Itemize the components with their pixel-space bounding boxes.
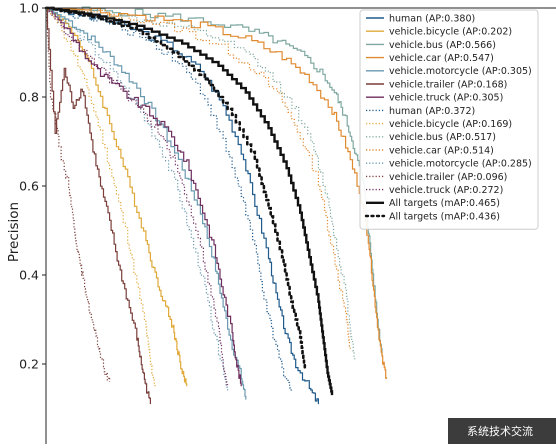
watermark: 系统技术交流 [448, 418, 556, 444]
series-line-11 [46, 7, 229, 391]
legend-entry-label: human (AP:0.372) [389, 106, 475, 117]
series-line-13 [46, 7, 229, 387]
series-line-2 [46, 6, 383, 356]
legend-entry-label: vehicle.bicycle (AP:0.202) [389, 27, 512, 38]
legend-entry-label: vehicle.car (AP:0.514) [389, 145, 494, 156]
legend: human (AP:0.380) vehicle.bicycle (AP:0.20… [359, 9, 539, 230]
y-tick-label: 1.0 [19, 1, 39, 16]
y-tick-label: 0.6 [19, 179, 39, 194]
legend-entry-label: vehicle.bicycle (AP:0.169) [389, 119, 512, 130]
legend-box [359, 9, 539, 230]
series-line-6 [46, 7, 242, 387]
legend-entry-label: vehicle.trailer (AP:0.096) [389, 172, 507, 183]
legend-entry-label: vehicle.bus (AP:0.566) [389, 40, 496, 51]
series-line-7 [46, 7, 292, 391]
series-line-5 [46, 7, 151, 405]
y-tick-label: 0.2 [19, 357, 39, 372]
watermark-background [448, 418, 556, 444]
curves-layer [44, 6, 388, 405]
legend-entry-label: vehicle.truck (AP:0.305) [389, 93, 503, 104]
series-line-0 [46, 7, 319, 405]
legend-entry-label: All targets (mAP:0.436) [389, 211, 500, 222]
legend-entry-label: vehicle.truck (AP:0.272) [389, 185, 503, 196]
legend-entry-label: vehicle.bus (AP:0.517) [389, 132, 496, 143]
legend-entry-label: vehicle.trailer (AP:0.168) [389, 79, 507, 90]
series-line-4 [46, 7, 247, 400]
legend-entry-label: vehicle.motorcycle (AP:0.305) [389, 66, 532, 77]
watermark-text: 系统技术交流 [467, 424, 533, 438]
series-line-1 [46, 7, 188, 387]
ticks-layer: 0.2 0.4 0.6 0.8 1.0 [19, 1, 46, 372]
series-line-15 [44, 6, 307, 370]
y-tick-label: 0.8 [19, 90, 39, 105]
legend-entry-label: vehicle.motorcycle (AP:0.285) [389, 159, 532, 170]
legend-entry-label: All targets (mAP:0.465) [389, 198, 500, 209]
legend-entry-label: human (AP:0.380) [389, 13, 475, 24]
y-axis-label: Precision [6, 202, 22, 262]
axes-layer [45, 7, 556, 444]
series-line-9 [46, 7, 356, 360]
legend-entry-label: vehicle.car (AP:0.547) [389, 53, 494, 64]
y-tick-label: 0.4 [19, 268, 39, 283]
series-line-14 [46, 6, 334, 396]
series-line-3 [46, 7, 388, 379]
